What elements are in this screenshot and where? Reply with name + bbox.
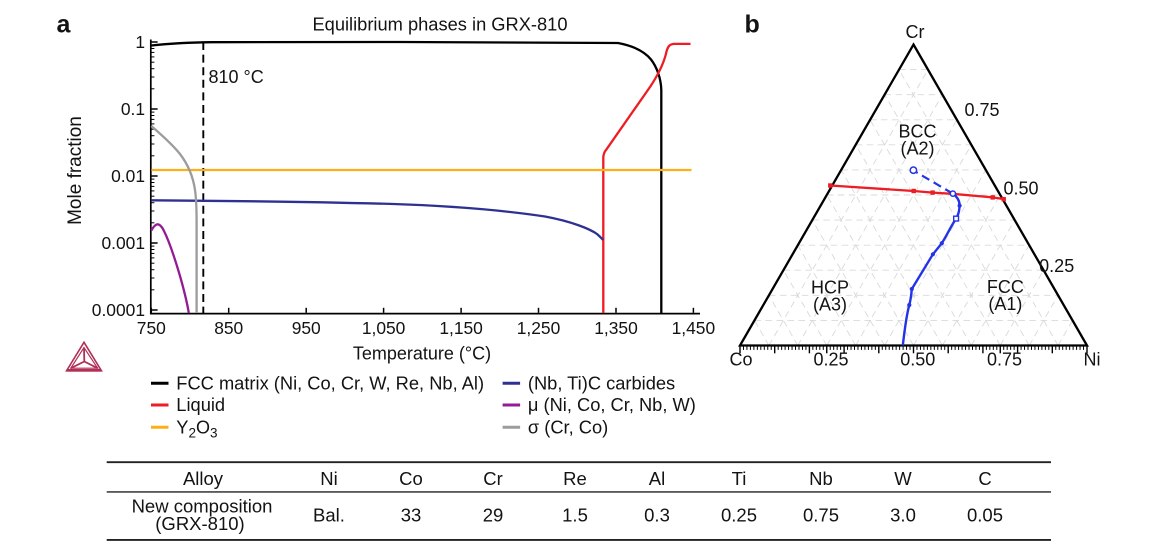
svg-text:HCP: HCP: [811, 278, 849, 298]
svg-text:Re: Re: [563, 468, 587, 489]
svg-text:1,350: 1,350: [594, 318, 638, 338]
svg-text:0.25: 0.25: [721, 505, 757, 526]
svg-text:Cr: Cr: [906, 22, 925, 42]
svg-text:0.75: 0.75: [987, 349, 1022, 369]
svg-text:0.25: 0.25: [813, 349, 848, 369]
svg-text:0.3: 0.3: [644, 505, 670, 526]
svg-text:BCC: BCC: [898, 122, 936, 142]
svg-text:Alloy: Alloy: [183, 468, 224, 489]
svg-text:Nb: Nb: [809, 468, 833, 489]
svg-text:1,150: 1,150: [439, 318, 483, 338]
svg-text:Cr: Cr: [483, 468, 503, 489]
svg-text:a: a: [57, 11, 72, 39]
svg-text:W: W: [894, 468, 912, 489]
svg-text:810 °C: 810 °C: [209, 67, 264, 87]
svg-text:Ni: Ni: [320, 468, 337, 489]
svg-text:0.75: 0.75: [964, 100, 999, 120]
svg-text:0.25: 0.25: [1039, 256, 1074, 276]
svg-text:0.50: 0.50: [1003, 179, 1038, 199]
svg-text:1,050: 1,050: [362, 318, 406, 338]
svg-text:(A2): (A2): [900, 138, 934, 158]
svg-text:(Nb, Ti)C carbides: (Nb, Ti)C carbides: [528, 372, 675, 393]
svg-text:Bal.: Bal.: [313, 505, 345, 526]
svg-text:0.1: 0.1: [121, 99, 145, 119]
svg-text:(A3): (A3): [813, 294, 847, 314]
svg-text:1: 1: [135, 32, 145, 52]
svg-text:(A1): (A1): [988, 294, 1022, 314]
svg-text:FCC: FCC: [987, 277, 1024, 297]
svg-text:Temperature (°C): Temperature (°C): [353, 344, 491, 364]
svg-text:Liquid: Liquid: [176, 394, 225, 415]
svg-text:Al: Al: [649, 468, 665, 489]
svg-text:0.001: 0.001: [101, 233, 145, 253]
svg-text:1,450: 1,450: [672, 318, 716, 338]
svg-text:750: 750: [137, 318, 166, 338]
svg-text:FCC matrix (Ni, Co, Cr, W, Re,: FCC matrix (Ni, Co, Cr, W, Re, Nb, Al): [176, 372, 484, 393]
svg-text:1,250: 1,250: [517, 318, 561, 338]
svg-text:C: C: [978, 468, 991, 489]
svg-text:Ni: Ni: [1084, 349, 1101, 369]
svg-text:0.01: 0.01: [111, 166, 145, 186]
svg-text:(GRX-810): (GRX-810): [155, 513, 244, 534]
svg-text:1.5: 1.5: [562, 505, 588, 526]
svg-text:Equilibrium phases in GRX-810: Equilibrium phases in GRX-810: [312, 13, 567, 34]
svg-text:29: 29: [483, 505, 504, 526]
svg-text:0.05: 0.05: [967, 505, 1003, 526]
svg-text:σ (Cr, Co): σ (Cr, Co): [528, 417, 608, 438]
svg-text:Co: Co: [399, 468, 423, 489]
svg-text:0.50: 0.50: [900, 349, 935, 369]
svg-text:950: 950: [292, 318, 321, 338]
svg-text:Ti: Ti: [732, 468, 747, 489]
svg-text:Mole fraction: Mole fraction: [65, 116, 86, 225]
svg-text:Co: Co: [729, 349, 752, 369]
svg-text:μ (Ni, Co, Cr, Nb, W): μ (Ni, Co, Cr, Nb, W): [528, 394, 696, 415]
svg-text:0.0001: 0.0001: [92, 300, 145, 320]
svg-text:33: 33: [401, 505, 422, 526]
svg-text:0.75: 0.75: [803, 505, 839, 526]
svg-text:850: 850: [214, 318, 243, 338]
svg-text:b: b: [745, 11, 760, 39]
svg-text:3.0: 3.0: [890, 505, 916, 526]
svg-text:New composition: New composition: [132, 496, 273, 517]
